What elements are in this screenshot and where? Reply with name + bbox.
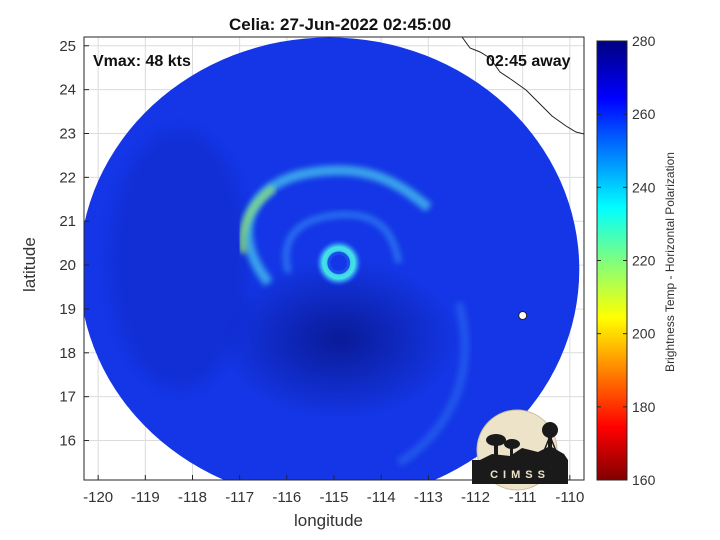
y-tick-label: 21 [59,213,76,230]
colorbar-tick-label: 280 [632,33,656,49]
x-tick-label: -113 [414,489,443,506]
x-tick-label: -115 [320,489,349,506]
logo-text: CIMSS [490,469,550,481]
inner-band [282,211,403,274]
rain-band [242,165,432,287]
x-tick-label: -112 [461,489,490,506]
colorbar-tick-label: 180 [632,399,656,415]
y-tick-label: 20 [59,257,76,274]
eyewall [322,246,356,280]
y-tick-label: 22 [59,169,76,186]
island [518,311,528,321]
chart-title: Celia: 27-Jun-2022 02:45:00 [228,15,452,34]
cold-region [219,259,460,420]
y-tick-label: 25 [59,38,76,55]
x-axis-ticks: -120 -119 -118 -117 -116 -115 -114 -113 -112 -111… [83,475,584,506]
y-tick-label: 19 [59,301,76,318]
y-tick-label: 24 [59,82,76,99]
eye-center [330,254,347,271]
x-tick-label: -117 [225,489,254,506]
x-tick-label: -111 [509,489,537,506]
colorbar-tick-label: 160 [632,472,656,488]
coastline [461,37,584,135]
x-tick-label: -118 [178,489,207,506]
y-tick-label: 18 [59,345,76,362]
y-tick-label: 17 [59,389,76,406]
y-tick-label: 23 [59,125,76,142]
outer-band [396,301,470,467]
colorbar-tick-label: 220 [632,253,656,269]
y-axis-label: latitude [20,237,39,292]
colorbar-label: Brightness Temp - Horizontal Polarizatio… [663,152,677,372]
colorbar-tick-label: 240 [632,179,656,195]
brightness-swath [84,37,580,480]
x-tick-label: -120 [83,489,113,506]
vmax-annotation: Vmax: 48 kts [93,53,191,70]
rain-band [238,184,277,254]
time-away-annotation: 02:45 away [486,53,571,70]
y-axis-ticks: 16 17 18 19 20 21 22 23 24 25 [59,38,89,450]
dark-band [109,129,250,390]
colorbar [596,40,628,481]
x-tick-label: -116 [272,489,301,506]
colorbar-tick-label: 260 [632,106,656,122]
cimss-logo: CIMSS [472,409,568,491]
x-tick-label: -114 [367,489,396,506]
x-tick-label: -119 [131,489,160,506]
x-tick-label: -110 [555,489,584,506]
x-axis-label: longitude [294,511,364,530]
colorbar-tick-label: 200 [632,326,656,342]
colorbar-ticks: 160 180 200 220 240 260 280 [597,33,656,488]
y-tick-label: 16 [59,433,76,450]
